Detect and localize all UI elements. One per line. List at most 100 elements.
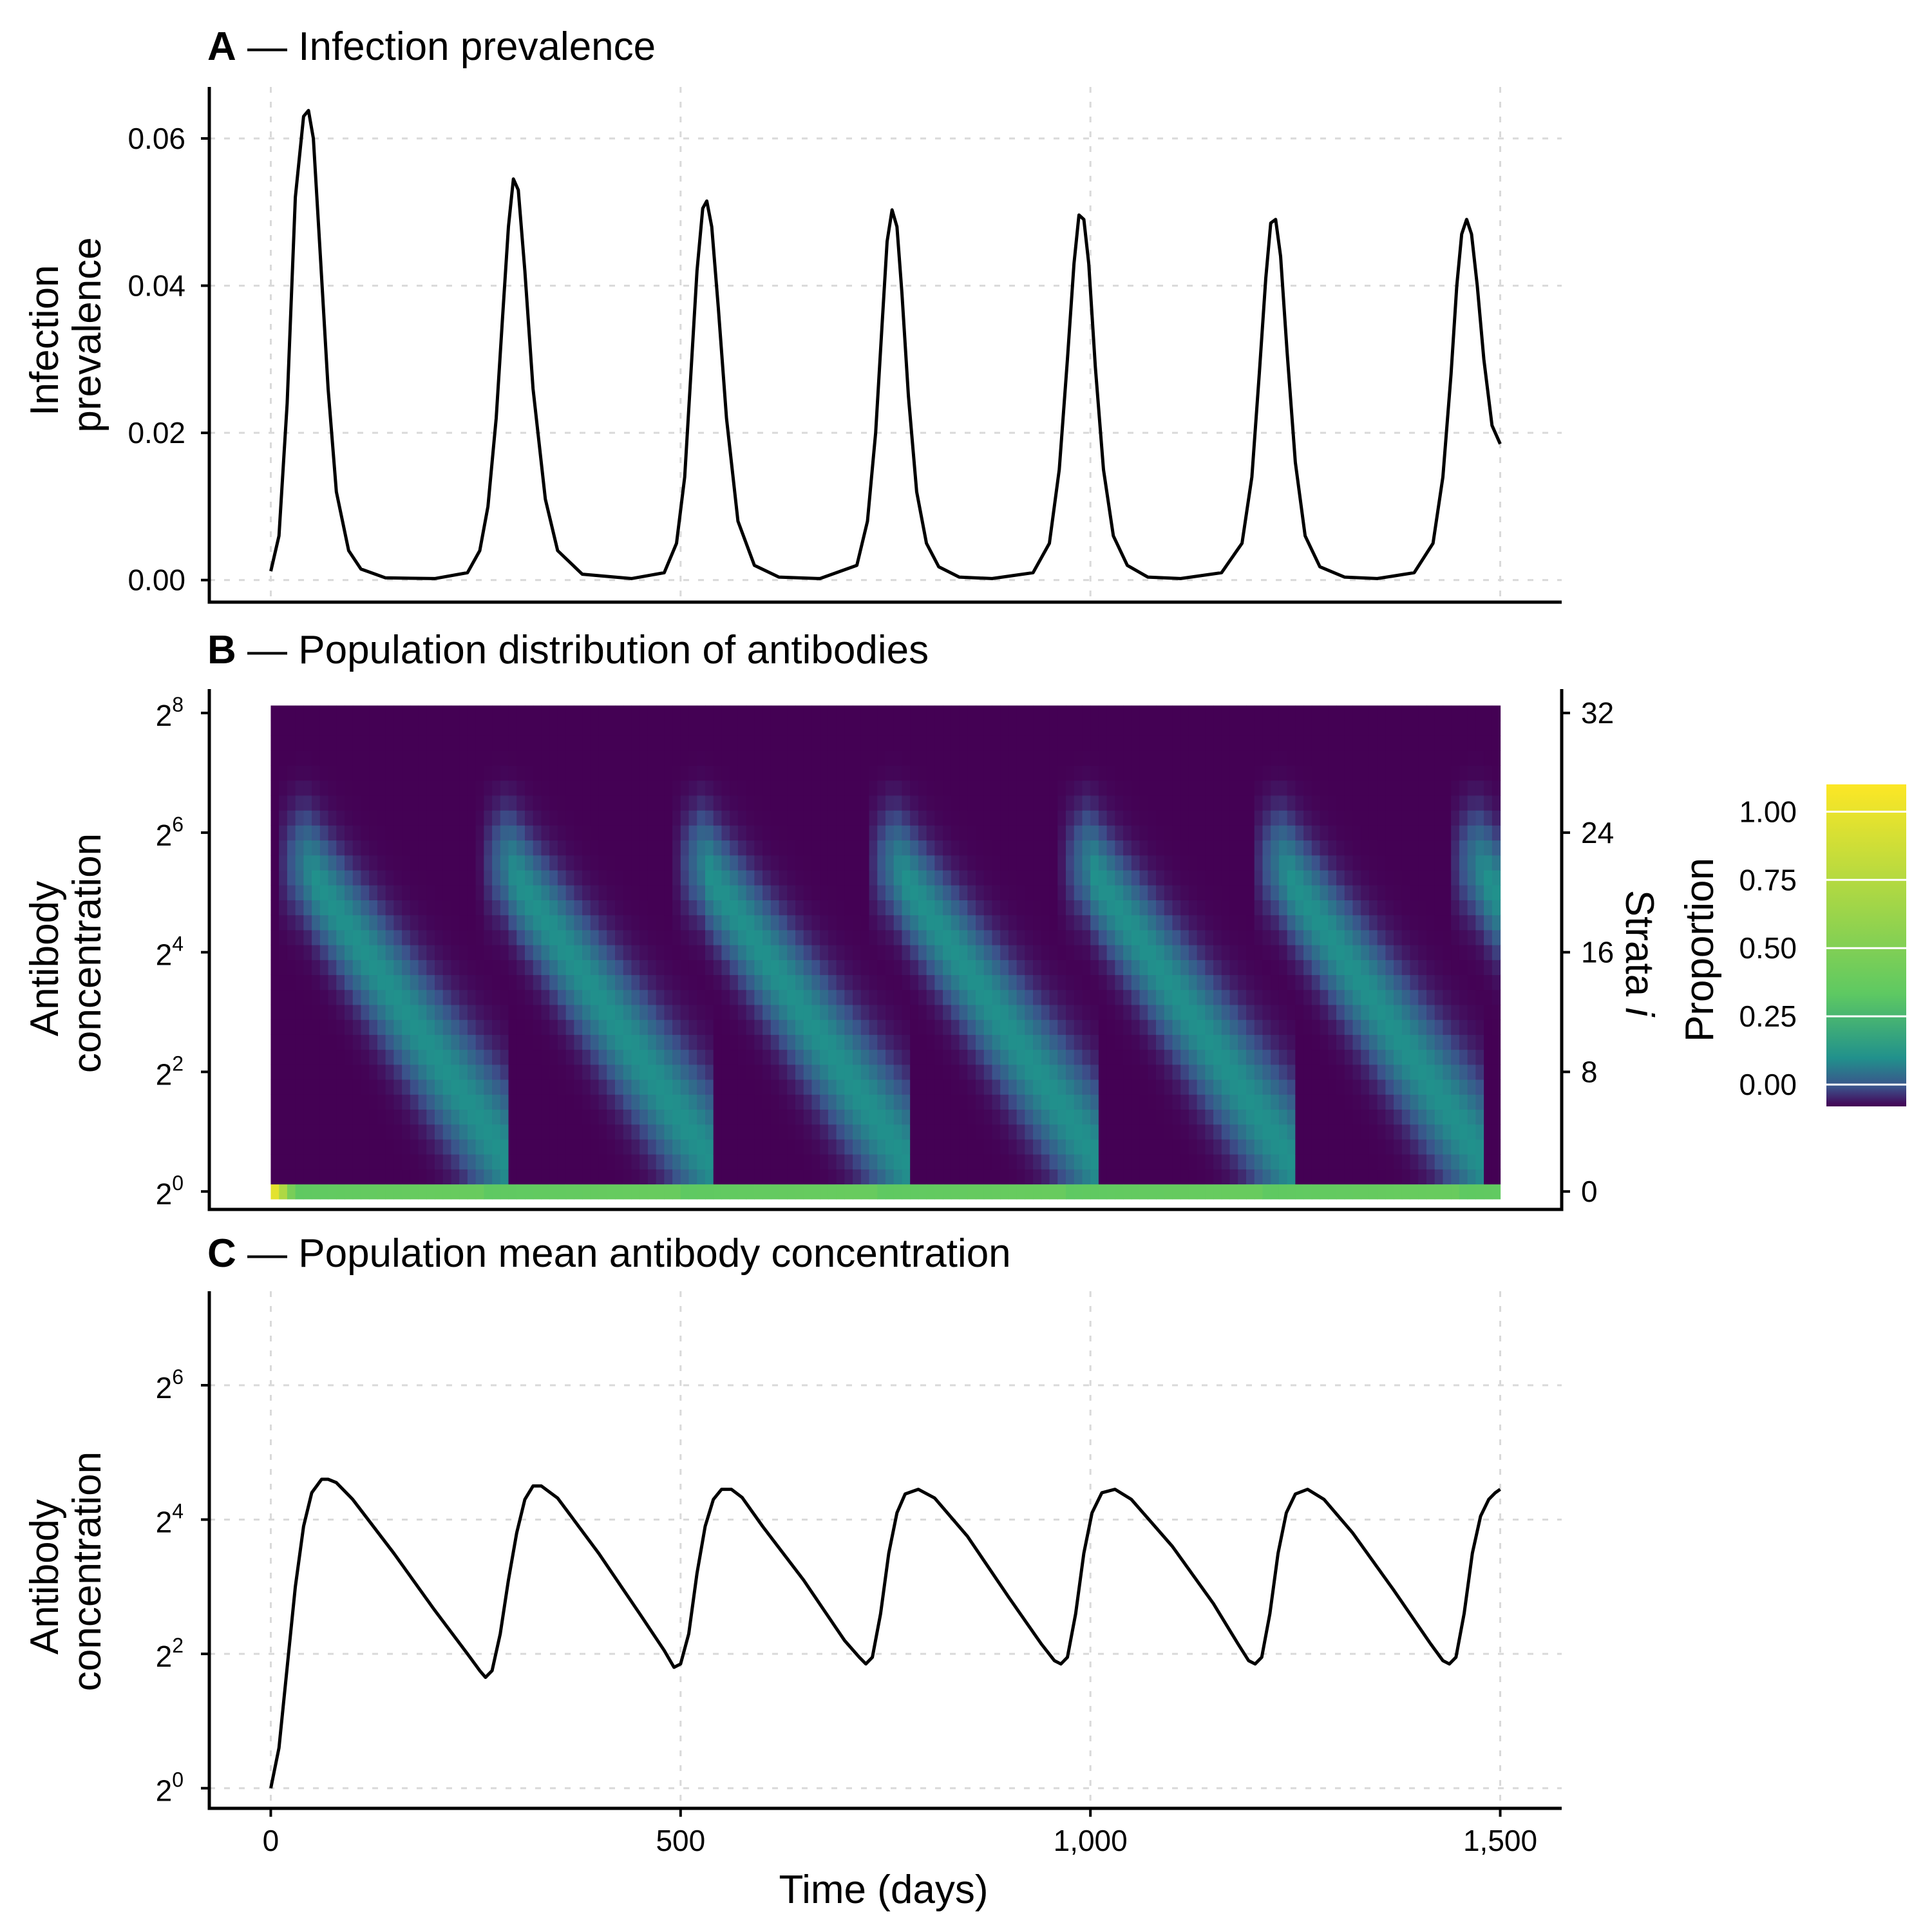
heatmap-cell: [1188, 929, 1198, 945]
heatmap-cell: [737, 914, 747, 931]
heatmap-cell: [1262, 1079, 1271, 1095]
heatmap-cell: [279, 840, 288, 856]
heatmap-cell: [983, 855, 993, 871]
heatmap-cell: [1041, 974, 1050, 990]
heatmap-cell: [467, 1004, 477, 1020]
heatmap-cell: [656, 810, 665, 826]
heatmap-cell: [1148, 1124, 1157, 1140]
heatmap-cell: [1295, 810, 1304, 826]
heatmap-cell: [1385, 855, 1394, 871]
heatmap-cell: [492, 705, 501, 721]
heatmap-cell: [435, 869, 444, 886]
heatmap-cell: [639, 914, 649, 931]
heatmap-cell: [574, 945, 583, 960]
heatmap-cell: [1287, 750, 1296, 766]
heatmap-cell: [500, 840, 509, 856]
heatmap-cell: [770, 945, 780, 960]
heatmap-cell: [1484, 1094, 1493, 1110]
heatmap-cell: [1484, 1109, 1493, 1125]
heatmap-cell: [1295, 825, 1304, 841]
heatmap-cell: [713, 1064, 723, 1080]
heatmap-cell: [1164, 914, 1173, 931]
heatmap-cell: [1180, 1124, 1189, 1140]
heatmap-cell: [656, 1169, 665, 1185]
heatmap-cell: [983, 1139, 993, 1155]
heatmap-cell: [664, 1034, 673, 1050]
heatmap-cell: [820, 810, 829, 826]
heatmap-cell: [303, 765, 312, 781]
heatmap-cell: [762, 1064, 772, 1080]
heatmap-cell: [270, 1064, 279, 1080]
heatmap-cell: [934, 720, 943, 736]
heatmap-cell: [697, 1094, 706, 1110]
heatmap-cell: [639, 735, 649, 751]
heatmap-cell: [737, 900, 747, 916]
heatmap-cell: [1410, 929, 1419, 945]
heatmap-cell: [328, 900, 337, 916]
heatmap-cell: [1066, 989, 1075, 1005]
heatmap-cell: [1057, 765, 1066, 781]
heatmap-cell: [1164, 929, 1173, 945]
heatmap-cell: [844, 1049, 853, 1065]
heatmap-cell: [918, 1034, 927, 1050]
heatmap-cell: [754, 750, 763, 766]
heatmap-cell: [877, 720, 886, 736]
heatmap-cell: [1008, 780, 1018, 796]
heatmap-cell: [410, 1019, 419, 1035]
heatmap-cell: [1287, 720, 1296, 736]
heatmap-cell: [1394, 914, 1403, 931]
heatmap-cell: [303, 1064, 312, 1080]
heatmap-cell: [680, 1004, 690, 1020]
heatmap-cell: [1188, 855, 1198, 871]
heatmap-cell: [647, 960, 657, 976]
heatmap-cell: [1131, 765, 1141, 781]
heatmap-cell: [967, 705, 976, 721]
heatmap-cell: [557, 735, 567, 751]
heatmap-cell: [721, 885, 730, 900]
heatmap-cell: [270, 929, 279, 945]
heatmap-cell: [705, 1004, 714, 1020]
heatmap-cell: [295, 1109, 304, 1125]
heatmap-cell: [836, 780, 845, 796]
heatmap-cell: [1139, 1139, 1148, 1155]
heatmap-cell: [1156, 885, 1165, 900]
heatmap-cell: [303, 1079, 312, 1095]
heatmap-cell: [352, 1079, 362, 1095]
heatmap-cell: [1057, 989, 1066, 1005]
heatmap-cell: [279, 855, 288, 871]
heatmap-cell: [779, 780, 788, 796]
heatmap-cell: [582, 1169, 591, 1185]
heatmap-cell: [1180, 855, 1189, 871]
heatmap-cell: [1344, 989, 1354, 1005]
heatmap-cell: [1368, 1034, 1378, 1050]
heatmap-cell: [688, 795, 697, 811]
heatmap-cell: [549, 810, 558, 826]
heatmap-cell: [377, 720, 386, 736]
heatmap-cell: [1475, 989, 1484, 1005]
heatmap-cell: [345, 795, 354, 811]
heatmap-cell: [1213, 1004, 1222, 1020]
heatmap-cell: [1008, 765, 1018, 781]
heatmap-cell: [295, 869, 304, 886]
heatmap-cell: [1377, 1064, 1386, 1080]
heatmap-cell: [820, 780, 829, 796]
heatmap-cell: [1057, 885, 1066, 900]
heatmap-cell: [533, 885, 542, 900]
heatmap-cell: [1049, 1169, 1058, 1185]
heatmap-cell: [1443, 765, 1452, 781]
heatmap-cell: [1106, 974, 1115, 990]
heatmap-cell: [664, 945, 673, 960]
heatmap-cell: [926, 1169, 935, 1185]
heatmap-cell: [565, 705, 574, 721]
heatmap-cell: [976, 780, 985, 796]
heatmap-cell: [623, 1169, 632, 1185]
heatmap-cell: [1271, 1124, 1280, 1140]
heatmap-cell: [926, 735, 935, 751]
heatmap-cell: [582, 929, 591, 945]
heatmap-cell: [533, 825, 542, 841]
heatmap-cell: [1426, 989, 1435, 1005]
heatmap-cell: [1320, 885, 1329, 900]
heatmap-cell: [730, 885, 739, 900]
heatmap-cell: [1287, 825, 1296, 841]
heatmap-cell: [565, 1049, 574, 1065]
